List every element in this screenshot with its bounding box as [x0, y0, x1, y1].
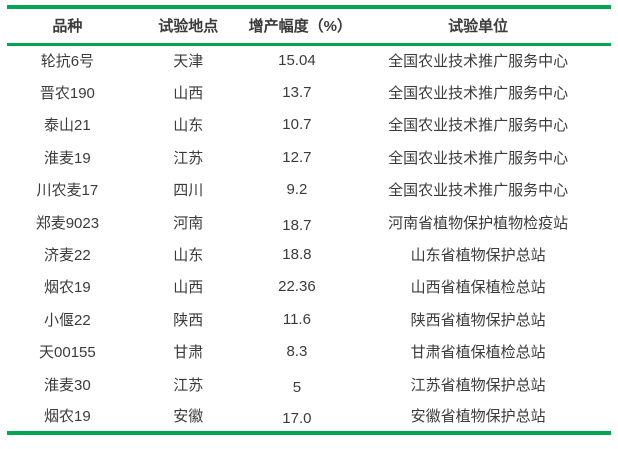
yield-increase-cell: 22.36	[278, 278, 316, 296]
location-cell: 山西	[173, 279, 204, 297]
yield-increase-cell: 9.2	[286, 181, 308, 199]
table-row: 郑麦9023 河南 18.7 河南省植物保护植物检疫站	[7, 206, 611, 238]
location-cell: 江苏	[173, 149, 204, 167]
yield-increase-cell: 13.7	[282, 84, 312, 102]
table-row: 晋农190 山西 13.7 全国农业技术推广服务中心	[7, 76, 611, 108]
test-unit-cell: 全国农业技术推广服务中心	[388, 117, 569, 135]
table-row: 泰山21 山东 10.7 全国农业技术推广服务中心	[7, 109, 611, 141]
yield-increase-cell: 17.0	[282, 409, 312, 427]
table-row: 烟农19 山西 22.36 山西省植保植检总站	[7, 271, 611, 303]
col-header-yield-increase: 增产幅度（%）	[248, 7, 352, 46]
table-row: 济麦22 山东 18.8 山东省植物保护总站	[7, 238, 611, 270]
location-cell: 四川	[173, 182, 204, 200]
location-cell: 江苏	[173, 376, 204, 394]
test-unit-cell: 全国农业技术推广服务中心	[388, 85, 569, 103]
table-row: 轮抗6号 天津 15.04 全国农业技术推广服务中心	[7, 44, 611, 76]
variety-cell: 郑麦9023	[35, 214, 100, 232]
col-header-location: 试验地点	[127, 7, 249, 46]
test-unit-cell: 山西省植保植检总站	[410, 279, 546, 297]
yield-increase-cell: 5	[292, 378, 302, 396]
location-cell: 甘肃	[173, 344, 204, 362]
test-unit-cell: 全国农业技术推广服务中心	[388, 53, 569, 71]
yield-increase-cell: 15.04	[278, 52, 316, 70]
test-unit-cell: 山东省植物保护总站	[410, 247, 546, 265]
yield-increase-cell: 18.8	[282, 246, 312, 264]
yield-increase-cell: 8.3	[286, 343, 308, 361]
location-cell: 河南	[173, 214, 204, 232]
test-unit-cell: 安徽省植物保护总站	[410, 407, 546, 425]
yield-increase-cell: 11.6	[282, 310, 311, 328]
variety-cell: 烟农19	[44, 279, 91, 297]
table-row: 淮麦30 江苏 5 江苏省植物保护总站	[7, 368, 611, 400]
col-header-variety: 品种	[7, 7, 128, 46]
location-cell: 山东	[173, 117, 204, 135]
trial-results-table: 品种 试验地点 增产幅度（%） 试验单位 轮抗6号 天津 15.04 全国农业技…	[7, 5, 611, 435]
variety-cell: 淮麦30	[44, 376, 91, 394]
variety-cell: 晋农190	[39, 85, 95, 103]
yield-increase-cell: 12.7	[282, 148, 312, 166]
location-cell: 山东	[173, 247, 204, 265]
test-unit-cell: 江苏省植物保护总站	[410, 376, 546, 394]
variety-cell: 小偃22	[44, 311, 91, 329]
variety-cell: 轮抗6号	[40, 53, 95, 71]
test-unit-cell: 全国农业技术推广服务中心	[388, 182, 569, 200]
location-cell: 山西	[173, 85, 204, 103]
variety-cell: 烟农19	[44, 407, 91, 425]
col-header-test-unit: 试验单位	[345, 7, 611, 46]
table-body: 轮抗6号 天津 15.04 全国农业技术推广服务中心 晋农190 山西 13.7…	[7, 44, 611, 433]
location-cell: 天津	[173, 53, 204, 71]
yield-increase-cell: 10.7	[282, 116, 312, 134]
table-row: 川农麦17 四川 9.2 全国农业技术推广服务中心	[7, 174, 611, 206]
variety-cell: 天00155	[39, 344, 96, 362]
table-row: 小偃22 陕西 11.6 陕西省植物保护总站	[7, 303, 611, 335]
test-unit-cell: 甘肃省植保植检总站	[410, 344, 546, 362]
location-cell: 陕西	[173, 311, 204, 329]
variety-cell: 济麦22	[44, 247, 91, 265]
table-row: 烟农19 安徽 17.0 安徽省植物保护总站	[7, 400, 611, 432]
test-unit-cell: 全国农业技术推广服务中心	[388, 149, 569, 167]
table-header: 品种 试验地点 增产幅度（%） 试验单位	[7, 7, 611, 46]
table-row: 淮麦19 江苏 12.7 全国农业技术推广服务中心	[7, 141, 611, 173]
variety-cell: 淮麦19	[44, 149, 91, 167]
test-unit-cell: 河南省植物保护植物检疫站	[388, 214, 569, 232]
location-cell: 安徽	[173, 407, 204, 425]
yield-increase-cell: 18.7	[282, 216, 312, 234]
header-row: 品种 试验地点 增产幅度（%） 试验单位	[7, 7, 611, 46]
variety-cell: 川农麦17	[36, 182, 99, 200]
test-unit-cell: 陕西省植物保护总站	[410, 311, 546, 329]
table-row: 天00155 甘肃 8.3 甘肃省植保植检总站	[7, 336, 611, 368]
variety-cell: 泰山21	[44, 117, 91, 135]
